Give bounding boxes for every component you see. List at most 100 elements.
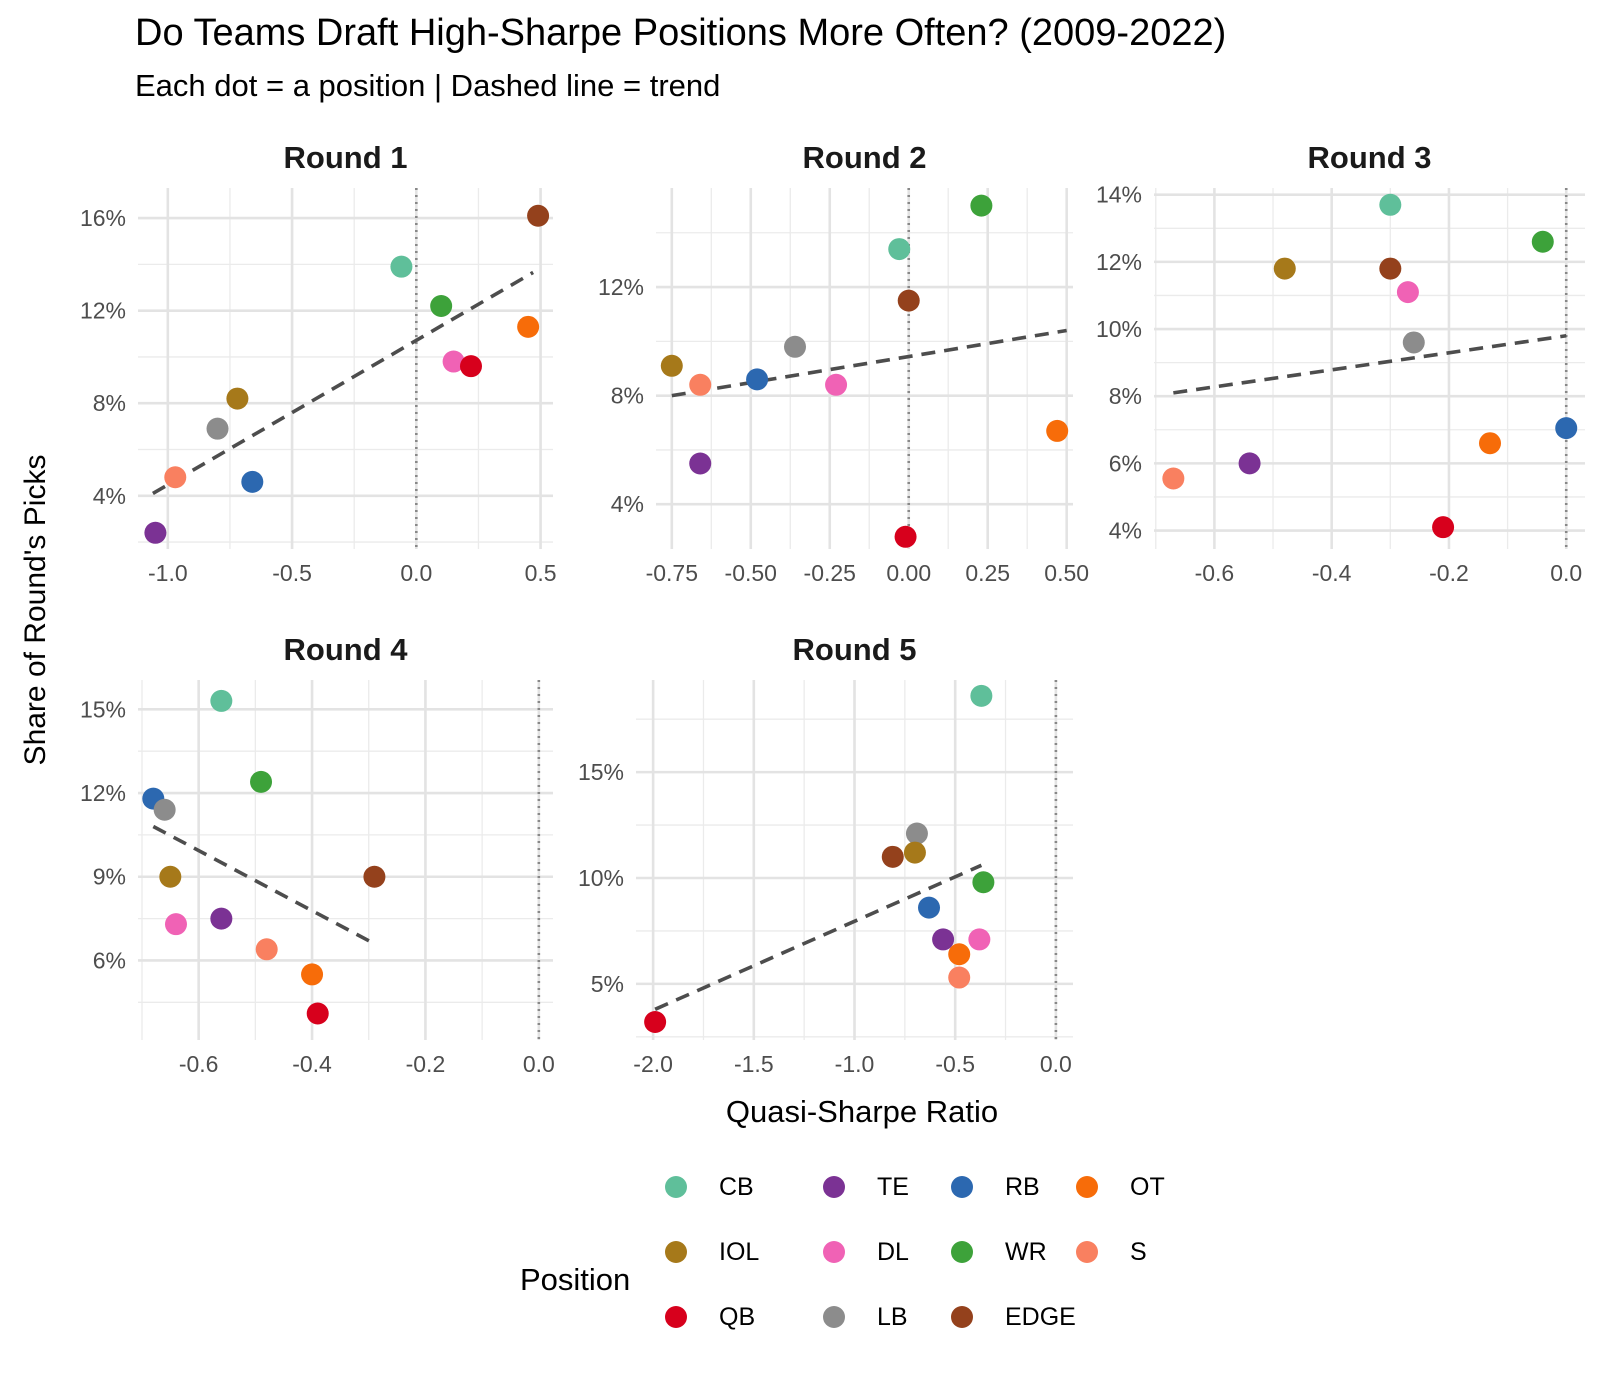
point-cb: CB: [888, 238, 911, 261]
x-tick-label: 0.00: [886, 560, 931, 586]
point-rb: RB: [746, 368, 769, 391]
point-cb: CB: [970, 684, 993, 707]
legend-label: WR: [1005, 1237, 1047, 1266]
point-lb: LB: [206, 417, 229, 440]
chart-subtitle: Each dot = a position | Dashed line = tr…: [135, 68, 721, 103]
x-tick-label: 0.0: [400, 560, 432, 586]
chart-title: Do Teams Draft High-Sharpe Positions Mor…: [135, 12, 1227, 54]
x-tick-label: -0.5: [272, 560, 312, 586]
point-ot: OT: [1046, 419, 1069, 442]
legend-label: DL: [877, 1237, 909, 1266]
x-tick-label: 0.25: [965, 560, 1010, 586]
point-te: TE: [144, 521, 167, 544]
point-te: TE: [210, 907, 233, 930]
point-s: S: [948, 966, 971, 989]
legend-swatch: [665, 1241, 687, 1263]
facet-panel-5: CB LBIOLEDGE WR RB TE DLOTS QB Round 5 -2.0 -1.5 -…: [578, 632, 1073, 1077]
y-tick-label: 12%: [598, 274, 644, 300]
legend-swatch: [1076, 1176, 1098, 1198]
y-tick-label: 8%: [611, 383, 644, 409]
point-ot: OT: [1479, 432, 1502, 455]
point-qb: QB: [459, 355, 482, 378]
legend-swatch: [823, 1241, 845, 1263]
point-te: TE: [1238, 452, 1261, 475]
point-te: TE: [689, 452, 712, 475]
y-tick-label: 12%: [80, 298, 126, 324]
legend-title: Position: [520, 1262, 631, 1297]
point-qb: QB: [306, 1002, 329, 1025]
point-cb: CB: [210, 689, 233, 712]
x-tick-label: 0.0: [1040, 1051, 1072, 1077]
point-wr: WR: [250, 770, 273, 793]
legend-label: LB: [877, 1302, 908, 1331]
point-s: S: [255, 938, 278, 961]
y-tick-label: 15%: [578, 759, 624, 785]
point-dl: DL: [1396, 281, 1419, 304]
trend-line: [1173, 333, 1567, 395]
x-tick-label: -1.0: [148, 560, 188, 586]
point-rb: RB: [1555, 417, 1578, 440]
x-tick-label: -0.5: [935, 1051, 975, 1077]
x-tick-label: 0.50: [1044, 560, 1089, 586]
legend-label: CB: [719, 1172, 754, 1201]
x-tick-label: -0.2: [406, 1051, 446, 1077]
legend-item-wr: WR: [951, 1237, 1047, 1267]
facet-panel-3: CB WR IOL EDGEDL LB RB OT TE S QB Round 3 -0.6 -0.4 -…: [1096, 140, 1585, 586]
point-iol: IOL: [903, 841, 926, 864]
y-tick-label: 10%: [578, 865, 624, 891]
y-tick-label: 16%: [80, 205, 126, 231]
point-cb: CB: [390, 255, 413, 278]
point-iol: IOL: [159, 865, 182, 888]
y-tick-label: 9%: [93, 864, 126, 890]
point-qb: QB: [1432, 516, 1455, 539]
legend-swatch: [665, 1176, 687, 1198]
point-ot: OT: [948, 943, 971, 966]
legend-swatch: [823, 1176, 845, 1198]
point-cb: CB: [1379, 193, 1402, 216]
y-tick-label: 6%: [1109, 450, 1142, 476]
legend-label: S: [1130, 1237, 1147, 1266]
x-tick-label: 0.0: [1550, 560, 1582, 586]
facet-title: Round 1: [284, 140, 408, 175]
point-edge: EDGE: [897, 289, 920, 312]
point-lb: LB: [1402, 331, 1425, 354]
legend-item-te: TE: [823, 1172, 909, 1202]
x-tick-label: -0.75: [646, 560, 698, 586]
point-ot: OT: [517, 315, 540, 338]
x-tick-label: -1.0: [835, 1051, 875, 1077]
y-tick-label: 8%: [1109, 383, 1142, 409]
legend-label: OT: [1130, 1172, 1165, 1201]
y-tick-label: 12%: [80, 780, 126, 806]
legend-item-s: S: [1076, 1237, 1147, 1267]
x-tick-label: 0.5: [525, 560, 557, 586]
x-tick-label: -0.4: [292, 1051, 332, 1077]
point-wr: WR: [430, 295, 453, 318]
legend-label: RB: [1005, 1172, 1040, 1201]
legend-swatch: [951, 1176, 973, 1198]
point-rb: RB: [918, 896, 941, 919]
facet-title: Round 3: [1308, 140, 1432, 175]
x-tick-label: -2.0: [633, 1051, 673, 1077]
y-tick-label: 12%: [1096, 249, 1142, 275]
legend-swatch: [665, 1306, 687, 1328]
y-tick-label: 6%: [93, 947, 126, 973]
point-iol: IOL: [226, 387, 249, 410]
point-dl: DL: [442, 350, 465, 373]
legend-item-rb: RB: [951, 1172, 1040, 1202]
point-te: TE: [932, 928, 955, 951]
point-wr: WR: [972, 871, 995, 894]
point-edge: EDGE: [527, 204, 550, 227]
facet-panel-4: CBWRRBLBIOLEDGETEDLSOTQBRound 4-0.6 -0.4-…: [80, 632, 555, 1077]
x-tick-label: -0.2: [1429, 560, 1469, 586]
legend-item-dl: DL: [823, 1237, 909, 1267]
legend-swatch: [823, 1306, 845, 1328]
point-dl: DL: [968, 928, 991, 951]
legend-item-ot: OT: [1076, 1172, 1165, 1202]
y-tick-label: 4%: [93, 483, 126, 509]
x-tick-label: -0.6: [179, 1051, 219, 1077]
point-edge: EDGE: [1379, 257, 1402, 280]
facet-title: Round 5: [793, 632, 917, 667]
legend-label: IOL: [719, 1237, 760, 1266]
legend-item-edge: EDGE: [951, 1302, 1076, 1332]
